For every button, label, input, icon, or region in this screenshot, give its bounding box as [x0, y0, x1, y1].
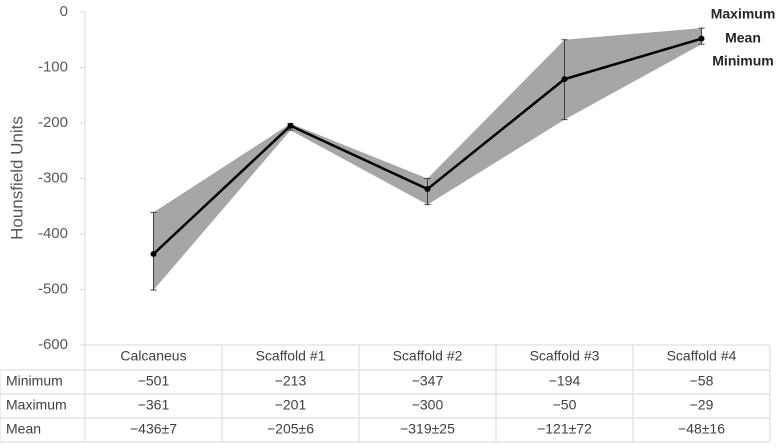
x-tick-label: Scaffold #2: [393, 348, 463, 364]
legend-label: Maximum: [711, 6, 776, 22]
x-tick-label: Scaffold #1: [256, 348, 326, 364]
y-axis-title: Hounsfield Units: [7, 116, 26, 240]
row-header: Mean: [6, 421, 41, 437]
x-tick-label: Calcaneus: [120, 348, 186, 364]
mean-point: [561, 76, 568, 83]
table-cell: −205±6: [267, 421, 314, 437]
table-cell: −201: [275, 397, 307, 413]
mean-point: [698, 35, 705, 42]
table-cell: −300: [412, 397, 444, 413]
mean-point: [424, 186, 431, 193]
table-cell: −194: [549, 373, 581, 389]
mean-point: [287, 122, 294, 129]
table-cell: −319±25: [400, 421, 455, 437]
table-cell: −213: [275, 373, 307, 389]
table-cell: −501: [138, 373, 170, 389]
y-tick-label: -400: [38, 225, 68, 242]
legend-label: Minimum: [712, 53, 773, 69]
legend-label: Mean: [725, 30, 761, 46]
table-cell: −48±16: [678, 421, 725, 437]
y-tick-label: -600: [38, 336, 68, 353]
table-cell: −361: [138, 397, 170, 413]
y-tick-label: -300: [38, 169, 68, 186]
table-cell: −347: [412, 373, 444, 389]
x-tick-label: Scaffold #3: [530, 348, 600, 364]
table-cell: −50: [553, 397, 577, 413]
row-header: Maximum: [6, 397, 67, 413]
table-cell: −29: [690, 397, 714, 413]
table-cell: −121±72: [537, 421, 592, 437]
x-tick-label: Scaffold #4: [667, 348, 737, 364]
row-header: Minimum: [6, 373, 63, 389]
y-tick-label: -100: [38, 58, 68, 75]
y-tick-label: -500: [38, 280, 68, 297]
mean-point: [150, 250, 157, 257]
y-tick-label: 0: [60, 3, 68, 20]
range-band: [153, 28, 702, 291]
table-cell: −58: [690, 373, 714, 389]
table-cell: −436±7: [130, 421, 177, 437]
y-tick-label: -200: [38, 114, 68, 131]
